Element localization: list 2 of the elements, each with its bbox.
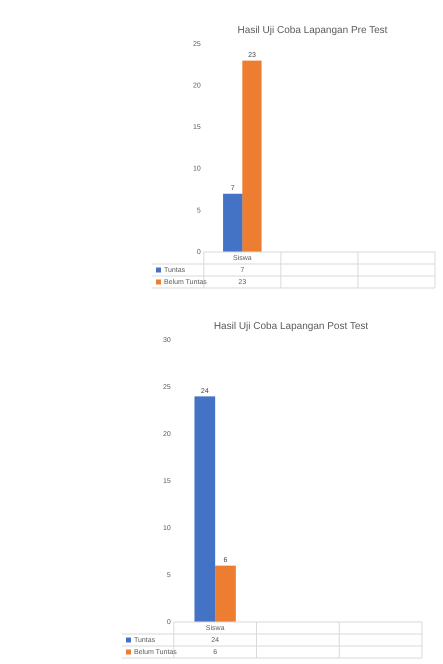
chart-title: Hasil Uji Coba Lapangan Pre Test — [238, 24, 388, 36]
chart-title: Hasil Uji Coba Lapangan Post Test — [214, 320, 368, 332]
